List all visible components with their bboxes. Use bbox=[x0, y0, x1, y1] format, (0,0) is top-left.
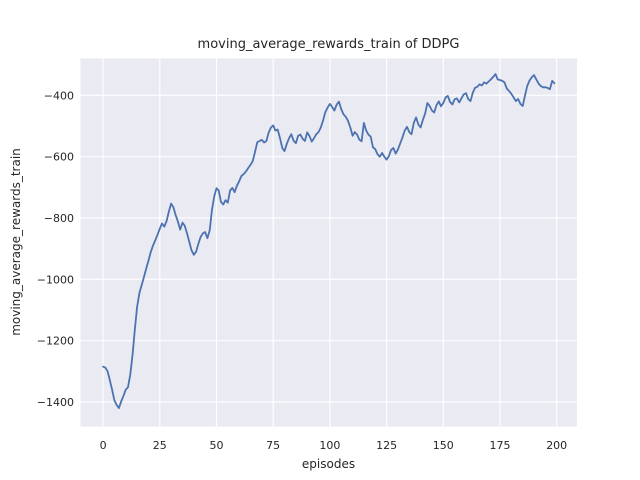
chart-title: moving_average_rewards_train of DDPG bbox=[197, 37, 460, 52]
x-axis-label: episodes bbox=[301, 457, 356, 471]
y-tick-label: −1000 bbox=[37, 273, 74, 286]
x-tick-label: 50 bbox=[209, 439, 223, 452]
y-tick-label: −400 bbox=[44, 89, 74, 102]
y-tick-label: −600 bbox=[44, 151, 74, 164]
x-tick-label: 25 bbox=[153, 439, 167, 452]
x-tick-label: 125 bbox=[376, 439, 397, 452]
y-axis-label: moving_average_rewards_train bbox=[9, 148, 23, 336]
x-tick-label: 175 bbox=[489, 439, 510, 452]
x-tick-label: 150 bbox=[433, 439, 454, 452]
y-tick-label: −1200 bbox=[37, 335, 74, 348]
y-tick-label: −800 bbox=[44, 212, 74, 225]
x-tick-label: 75 bbox=[266, 439, 280, 452]
plot-area bbox=[80, 58, 577, 427]
series-line bbox=[102, 73, 556, 410]
y-tick-label: −1400 bbox=[37, 396, 74, 409]
x-tick-label: 100 bbox=[319, 439, 340, 452]
x-tick-label: 200 bbox=[546, 439, 567, 452]
x-tick-label: 0 bbox=[100, 439, 107, 452]
